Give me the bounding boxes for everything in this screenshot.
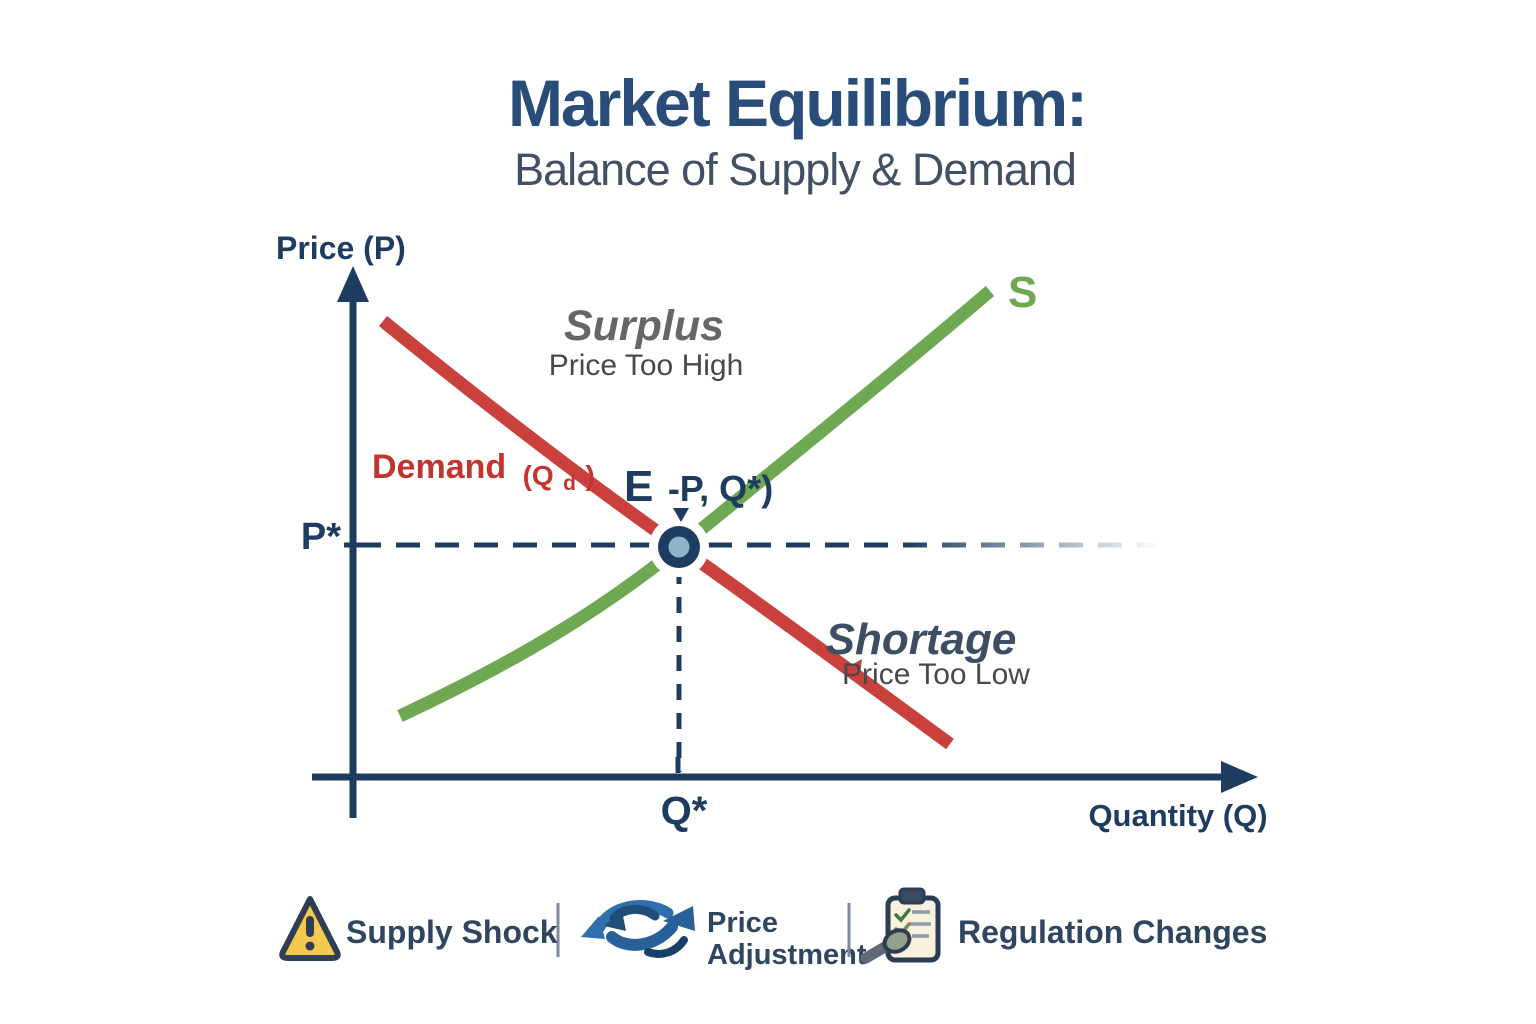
- page-subtitle: Balance of Supply & Demand: [514, 144, 1076, 195]
- warning-exclamation-dot: [305, 941, 315, 951]
- legend-row: Supply Shock Price Adjustment: [279, 887, 1267, 971]
- shortage-title: Shortage: [826, 615, 1017, 664]
- shortage-subtitle: Price Too Low: [842, 658, 1030, 691]
- legend-label-adjustment: Adjustment: [707, 939, 867, 971]
- warning-triangle-icon: [279, 896, 341, 961]
- surplus-subtitle: Price Too High: [549, 349, 744, 382]
- y-axis-arrowhead-icon: [337, 266, 369, 302]
- legend-item-supply-shock: Supply Shock: [279, 896, 558, 961]
- equilibrium-label-coords: -P, Q*): [668, 468, 773, 509]
- legend-label-regulation-changes: Regulation Changes: [958, 914, 1267, 950]
- demand-label: Demand (Q d ): [372, 448, 595, 498]
- y-axis-label: Price (P): [276, 230, 406, 266]
- cycle-arrow-inner-head: [604, 911, 626, 931]
- demand-label-word: Demand: [372, 448, 506, 486]
- cycle-arrow-left-head: [581, 916, 605, 939]
- demand-curve-arrowhead-icon: [846, 659, 862, 675]
- pstar-label: P*: [301, 516, 341, 558]
- supply-label: S: [1008, 268, 1037, 317]
- cycle-arrows-icon: [581, 900, 695, 958]
- legend-item-regulation-changes: Regulation Changes: [860, 887, 1267, 964]
- demand-label-close: ): [585, 460, 594, 491]
- demand-label-open: (Q: [523, 460, 554, 491]
- x-axis-label: Quantity (Q): [1088, 798, 1267, 833]
- gavel-head: [882, 928, 912, 954]
- clipboard-clip: [898, 887, 926, 905]
- legend-label-price: Price: [707, 907, 778, 939]
- equilibrium-pointer-icon: [673, 508, 689, 522]
- clipboard-checklist-icon: [860, 887, 941, 964]
- surplus-title: Surplus: [564, 302, 724, 350]
- warning-exclamation-bar: [306, 916, 314, 937]
- legend-item-price-adjustment: Price Adjustment: [581, 900, 867, 971]
- demand-label-sub: d: [563, 472, 576, 495]
- cycle-arrow-swoosh: [644, 936, 688, 958]
- cycle-arrow-right-head: [663, 906, 695, 931]
- equilibrium-label-e: E: [624, 462, 653, 511]
- x-axis-arrowhead-icon: [1221, 761, 1258, 793]
- qstar-label: Q*: [661, 789, 708, 833]
- clipboard-check-1: [894, 908, 911, 923]
- equilibrium-point-center: [668, 536, 690, 558]
- equilibrium-label: E -P, Q*): [624, 462, 773, 511]
- page-title: Market Equilibrium:: [508, 66, 1086, 140]
- legend-label-supply-shock: Supply Shock: [346, 914, 558, 950]
- cycle-arrow-bottom-curve: [606, 921, 678, 951]
